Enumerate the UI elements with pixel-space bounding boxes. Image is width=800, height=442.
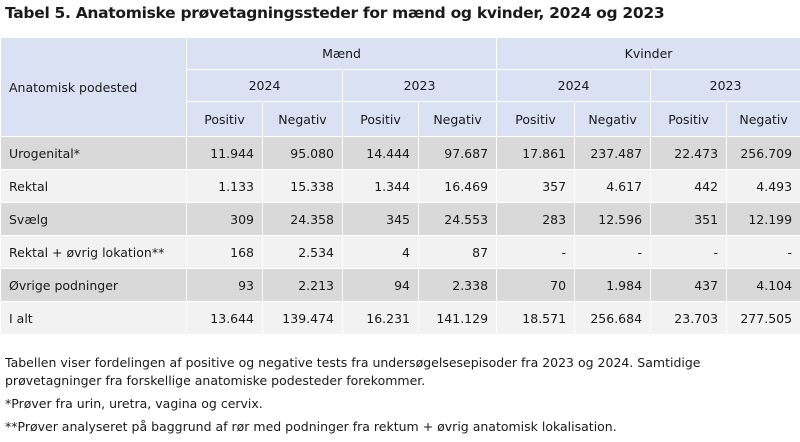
row-label: Svælg: [0, 202, 187, 236]
row-label: Rektal + øvrig lokation**: [0, 235, 187, 269]
cell: -: [574, 235, 652, 269]
cell: 2.338: [417, 268, 498, 302]
cell: 4.104: [726, 268, 800, 302]
cell: 15.338: [262, 169, 343, 203]
cell: 17.861: [496, 136, 576, 170]
group-header-kvinder: Kvinder: [496, 37, 800, 70]
cell: 97.687: [417, 136, 498, 170]
cell: 70: [496, 268, 576, 302]
year-header: 2023: [341, 69, 498, 102]
cell: 237.487: [574, 136, 652, 170]
data-table: Anatomisk podested Mænd Kvinder 2024 202…: [0, 37, 800, 335]
cell: 16.469: [417, 169, 498, 203]
cell: 442: [650, 169, 728, 203]
table-row: Rektal 1.133 15.338 1.344 16.469 357 4.6…: [0, 169, 800, 203]
cell: 357: [496, 169, 576, 203]
cell: 14.444: [342, 136, 419, 170]
cell: 24.553: [417, 202, 498, 236]
table-row: Rektal + øvrig lokation** 168 2.534 4 87…: [0, 235, 800, 269]
cell: 24.358: [262, 202, 343, 236]
cell: 94: [342, 268, 419, 302]
cell: 256.684: [574, 301, 652, 335]
header-corner: Anatomisk podested: [0, 37, 187, 137]
cell: 11.944: [186, 136, 263, 170]
cell: 345: [342, 202, 419, 236]
cell: 309: [186, 202, 263, 236]
cell: -: [726, 235, 800, 269]
cell: -: [650, 235, 728, 269]
cell: 18.571: [496, 301, 576, 335]
table-row: I alt 13.644 139.474 16.231 141.129 18.5…: [0, 301, 800, 335]
row-label: Rektal: [0, 169, 187, 203]
col-header: Positiv: [650, 101, 728, 137]
cell: 4: [342, 235, 419, 269]
table-title: Tabel 5. Anatomiske prøvetagningssteder …: [5, 4, 665, 22]
note-footnote-1: *Prøver fra urin, uretra, vagina og cerv…: [5, 396, 263, 411]
cell: 12.199: [726, 202, 800, 236]
cell: 4.617: [574, 169, 652, 203]
col-header: Negativ: [726, 101, 800, 137]
table-row: Urogenital* 11.944 95.080 14.444 97.687 …: [0, 136, 800, 170]
col-header: Negativ: [417, 101, 498, 137]
cell: 4.493: [726, 169, 800, 203]
note-description: Tabellen viser fordelingen af positive o…: [5, 355, 701, 388]
cell: 23.703: [650, 301, 728, 335]
cell: 437: [650, 268, 728, 302]
cell: 87: [417, 235, 498, 269]
row-label: Øvrige podninger: [0, 268, 187, 302]
col-header: Positiv: [496, 101, 576, 137]
cell: 13.644: [186, 301, 263, 335]
year-header: 2024: [186, 69, 343, 102]
year-header: 2024: [496, 69, 652, 102]
group-header-maend: Mænd: [185, 37, 498, 70]
cell: 16.231: [342, 301, 419, 335]
table-row: Øvrige podninger 93 2.213 94 2.338 70 1.…: [0, 268, 800, 302]
cell: 2.534: [262, 235, 343, 269]
col-header: Negativ: [262, 101, 343, 137]
year-header: 2023: [650, 69, 800, 102]
cell: -: [496, 235, 576, 269]
col-header: Negativ: [574, 101, 652, 137]
col-header: Positiv: [342, 101, 419, 137]
cell: 141.129: [417, 301, 498, 335]
row-label: Urogenital*: [0, 136, 187, 170]
note-footnote-2: **Prøver analyseret på baggrund af rør m…: [5, 419, 617, 434]
cell: 22.473: [650, 136, 728, 170]
table-notes: Tabellen viser fordelingen af positive o…: [5, 354, 795, 436]
col-header: Positiv: [186, 101, 263, 137]
cell: 168: [186, 235, 263, 269]
cell: 1.344: [342, 169, 419, 203]
cell: 12.596: [574, 202, 652, 236]
cell: 139.474: [262, 301, 343, 335]
cell: 256.709: [726, 136, 800, 170]
cell: 351: [650, 202, 728, 236]
cell: 283: [496, 202, 576, 236]
cell: 95.080: [262, 136, 343, 170]
cell: 93: [186, 268, 263, 302]
row-label: I alt: [0, 301, 187, 335]
cell: 277.505: [726, 301, 800, 335]
table-row: Svælg 309 24.358 345 24.553 283 12.596 3…: [0, 202, 800, 236]
cell: 1.984: [574, 268, 652, 302]
cell: 2.213: [262, 268, 343, 302]
cell: 1.133: [186, 169, 263, 203]
